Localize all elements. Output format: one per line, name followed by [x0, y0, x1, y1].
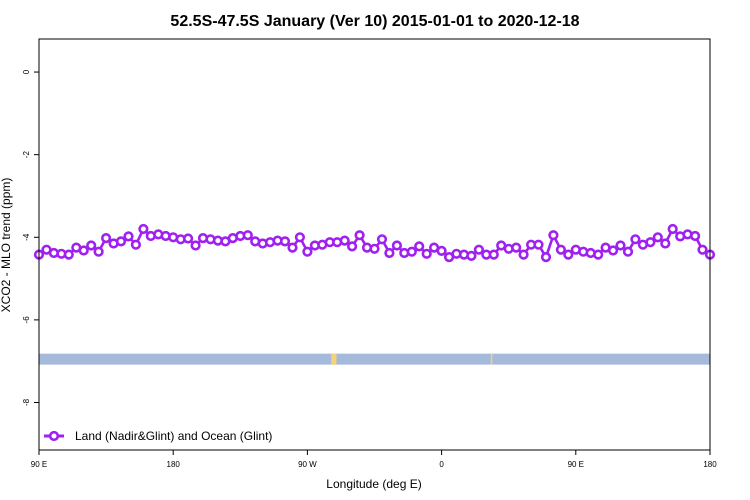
data-point	[697, 244, 708, 255]
data-point	[302, 246, 313, 257]
data-point	[115, 236, 127, 247]
data-point	[533, 239, 544, 250]
data-point	[406, 246, 417, 257]
legend: Land (Nadir&Glint) and Ocean (Glint)	[44, 429, 272, 443]
chart-title: 52.5S-47.5S January (Ver 10) 2015-01-01 …	[170, 13, 579, 30]
y-tick-label: -8	[22, 398, 31, 406]
data-point	[86, 240, 97, 251]
data-point	[645, 237, 656, 248]
data-point	[294, 232, 306, 243]
y-axis-label: XCO2 - MLO trend (ppm)	[0, 178, 13, 313]
data-point	[78, 245, 89, 256]
y-tick-label: 0	[22, 69, 31, 74]
data-point	[414, 241, 425, 252]
y-axis: 0 -2 -4 -6 -8	[22, 69, 39, 406]
x-axis: 90 E 180 90 W 0 90 E 180	[31, 450, 717, 469]
data-point	[518, 249, 529, 260]
data-point	[511, 242, 522, 253]
data-point	[369, 243, 380, 254]
x-tick-label: 0	[439, 460, 444, 469]
y-tick-label: -2	[22, 151, 31, 159]
x-tick-label: 90 W	[298, 460, 317, 469]
y-tick-label: -4	[22, 233, 31, 241]
data-point	[339, 235, 350, 246]
legend-marker	[48, 430, 60, 442]
data-point	[287, 242, 298, 253]
x-axis-label: Longitude (deg E)	[326, 477, 421, 491]
data-point	[347, 241, 358, 252]
data-point	[593, 249, 604, 260]
data-point	[548, 230, 559, 241]
series-layer	[33, 223, 716, 263]
data-point	[93, 246, 104, 257]
data-point	[279, 236, 291, 247]
x-tick-label: 180	[167, 460, 181, 469]
data-point	[63, 249, 74, 260]
data-point	[436, 245, 447, 256]
data-point	[242, 230, 253, 241]
data-point	[660, 238, 671, 249]
data-point	[190, 240, 201, 251]
y-tick-label: -6	[22, 316, 31, 324]
data-point	[130, 239, 141, 250]
data-point	[652, 232, 663, 243]
x-tick-label: 180	[703, 460, 717, 469]
data-point	[488, 249, 499, 260]
data-point	[100, 233, 112, 244]
data-point	[630, 234, 641, 245]
data-point	[540, 252, 552, 263]
data-point	[689, 230, 701, 242]
data-point	[376, 234, 388, 245]
data-point	[667, 223, 678, 235]
data-point	[384, 247, 395, 259]
data-point	[391, 240, 403, 251]
data-point	[622, 246, 634, 257]
data-point	[555, 244, 567, 255]
plot-frame	[38, 38, 711, 451]
data-point	[354, 230, 365, 241]
data-point	[607, 245, 619, 256]
data-point	[615, 240, 626, 251]
data-point	[421, 248, 432, 259]
data-point	[473, 244, 485, 255]
data-point	[123, 231, 134, 242]
legend-label: Land (Nadir&Glint) and Ocean (Glint)	[75, 429, 272, 443]
data-point	[138, 223, 149, 235]
data-point	[563, 249, 574, 260]
data-point	[183, 233, 194, 244]
x-tick-label: 90 E	[568, 460, 584, 469]
x-tick-label: 90 E	[31, 460, 47, 469]
data-point	[466, 250, 477, 261]
